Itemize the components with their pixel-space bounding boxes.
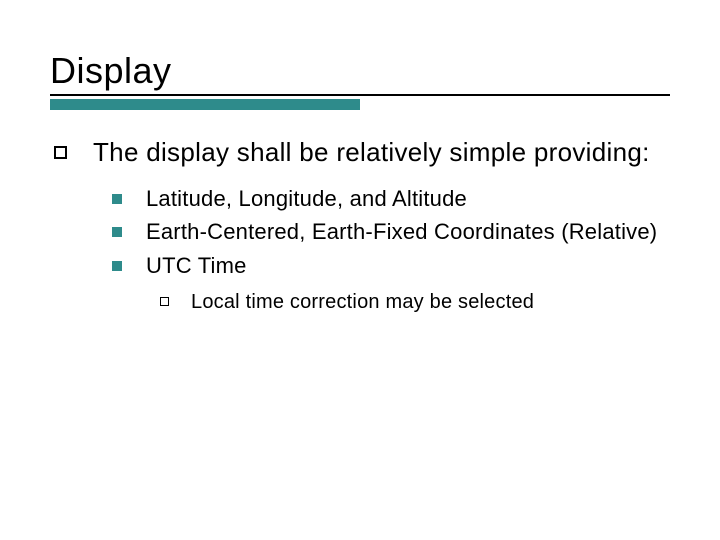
bullet-level3-group: Local time correction may be selected	[160, 289, 670, 316]
bullet-level3-text: Local time correction may be selected	[191, 289, 534, 316]
bullet-level2-group: Latitude, Longitude, and Altitude Earth-…	[112, 184, 670, 316]
square-outline-bullet-icon	[54, 146, 67, 159]
title-underline	[50, 94, 670, 110]
bullet-level2: UTC Time	[112, 251, 670, 281]
bullet-level2: Earth-Centered, Earth-Fixed Coordinates …	[112, 217, 670, 247]
slide-title: Display	[50, 50, 670, 92]
bullet-level2-text: UTC Time	[146, 251, 247, 281]
bullet-level2: Latitude, Longitude, and Altitude	[112, 184, 670, 214]
bullet-level1: The display shall be relatively simple p…	[50, 136, 670, 170]
square-filled-bullet-icon	[112, 227, 122, 237]
thick-underline	[50, 99, 360, 110]
thin-underline	[50, 94, 670, 96]
square-filled-bullet-icon	[112, 194, 122, 204]
slide-container: Display The display shall be relatively …	[0, 0, 720, 540]
bullet-level1-text: The display shall be relatively simple p…	[93, 136, 650, 170]
square-filled-bullet-icon	[112, 261, 122, 271]
bullet-level2-text: Latitude, Longitude, and Altitude	[146, 184, 467, 214]
bullet-level3: Local time correction may be selected	[160, 289, 670, 316]
square-outline-small-bullet-icon	[160, 297, 169, 306]
bullet-level2-text: Earth-Centered, Earth-Fixed Coordinates …	[146, 217, 657, 247]
